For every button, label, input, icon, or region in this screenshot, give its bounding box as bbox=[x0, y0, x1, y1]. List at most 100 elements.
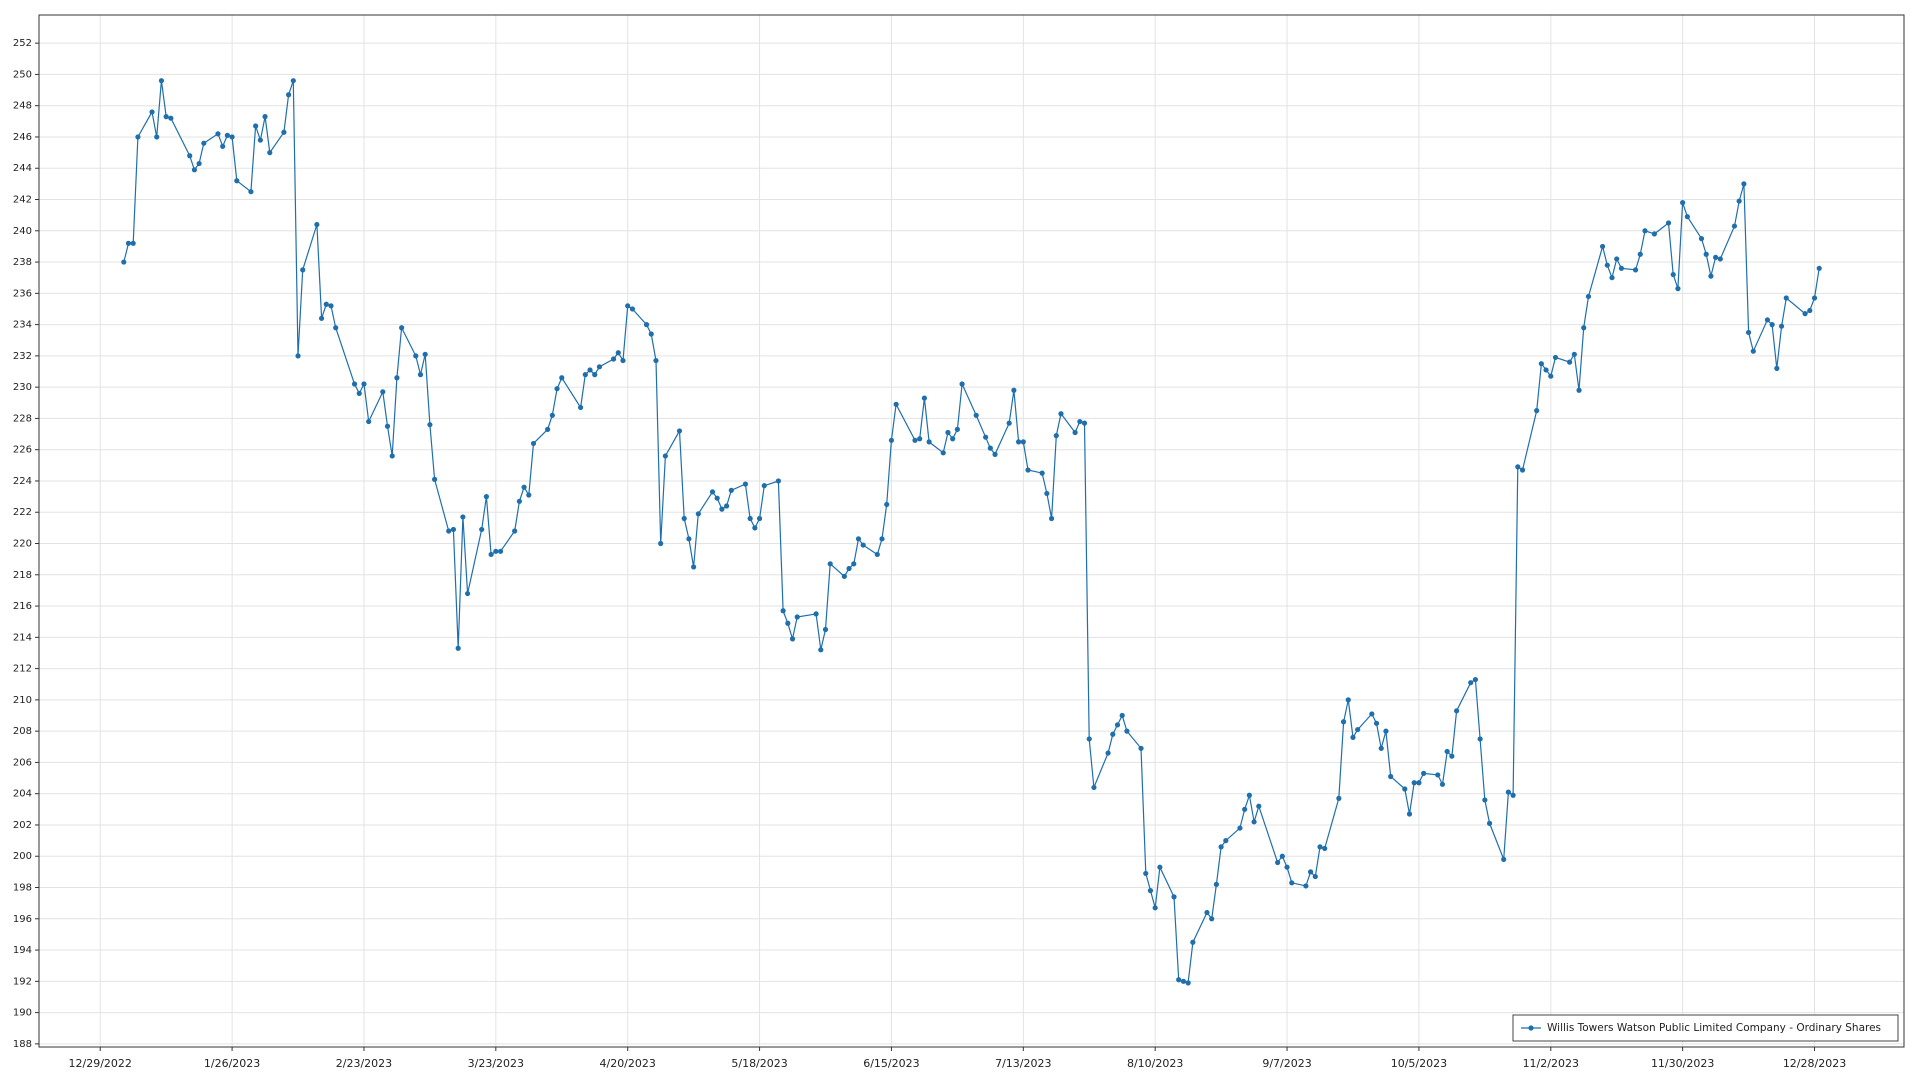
x-tick-label: 7/13/2023 bbox=[995, 1057, 1051, 1070]
data-point bbox=[389, 453, 395, 459]
data-point bbox=[1378, 745, 1384, 751]
data-point bbox=[653, 357, 659, 364]
data-point bbox=[460, 514, 466, 520]
data-point bbox=[846, 565, 852, 572]
data-point bbox=[714, 495, 720, 501]
x-tick-label: 11/2/2023 bbox=[1523, 1057, 1579, 1070]
data-point bbox=[1171, 894, 1177, 900]
data-point bbox=[643, 322, 650, 328]
y-tick-label: 208 bbox=[13, 726, 32, 737]
data-point bbox=[479, 526, 485, 533]
data-point bbox=[149, 109, 155, 115]
data-point bbox=[1209, 916, 1215, 922]
data-point bbox=[559, 375, 565, 381]
data-point bbox=[1213, 881, 1219, 887]
data-point bbox=[432, 476, 438, 482]
data-point bbox=[366, 418, 372, 425]
data-point bbox=[1552, 354, 1559, 361]
data-point bbox=[262, 114, 268, 120]
data-point bbox=[1717, 256, 1723, 262]
data-point bbox=[841, 573, 847, 579]
data-point bbox=[187, 153, 193, 159]
data-point bbox=[987, 445, 993, 451]
data-point bbox=[464, 590, 471, 597]
data-point bbox=[578, 404, 584, 411]
data-point bbox=[719, 506, 725, 512]
data-point bbox=[1670, 271, 1676, 278]
y-tick-label: 218 bbox=[13, 570, 32, 581]
data-point bbox=[1421, 770, 1427, 776]
data-point bbox=[549, 412, 555, 418]
data-point bbox=[1114, 722, 1121, 728]
data-point bbox=[234, 178, 240, 184]
data-point bbox=[1651, 231, 1657, 237]
data-point bbox=[1680, 200, 1686, 206]
data-point bbox=[884, 501, 890, 508]
data-point bbox=[417, 372, 424, 378]
data-point bbox=[1105, 750, 1111, 756]
legend-box bbox=[1512, 1014, 1899, 1042]
data-point bbox=[1477, 736, 1483, 742]
data-point bbox=[201, 140, 207, 146]
data-point bbox=[281, 129, 287, 135]
data-point bbox=[1053, 433, 1059, 439]
data-point bbox=[860, 542, 866, 548]
y-tick-label: 220 bbox=[13, 539, 32, 550]
data-point bbox=[512, 528, 518, 534]
data-point bbox=[1675, 286, 1681, 292]
data-point bbox=[1350, 734, 1356, 741]
data-point bbox=[1435, 772, 1441, 778]
data-point bbox=[1110, 731, 1116, 737]
data-point bbox=[483, 494, 490, 500]
data-point bbox=[314, 221, 320, 228]
data-point bbox=[1543, 367, 1549, 373]
data-point bbox=[789, 636, 796, 642]
data-point bbox=[1223, 838, 1229, 844]
data-point bbox=[1307, 869, 1314, 875]
legend-label: Willis Towers Watson Public Limited Comp… bbox=[1547, 1022, 1881, 1034]
y-tick-label: 198 bbox=[13, 883, 32, 894]
data-point bbox=[1571, 351, 1577, 357]
data-point bbox=[1745, 329, 1752, 336]
data-point bbox=[323, 301, 329, 307]
data-point bbox=[1242, 806, 1248, 812]
data-point bbox=[728, 487, 734, 493]
y-tick-label: 204 bbox=[13, 789, 32, 800]
data-point bbox=[1086, 736, 1092, 742]
data-point bbox=[1515, 464, 1521, 470]
data-point bbox=[1519, 467, 1526, 473]
data-point bbox=[224, 132, 230, 138]
data-point bbox=[1147, 888, 1154, 894]
data-point bbox=[1764, 317, 1771, 323]
data-point bbox=[493, 548, 499, 554]
data-point bbox=[610, 356, 617, 362]
data-point bbox=[724, 503, 730, 509]
data-point bbox=[286, 92, 292, 98]
data-point bbox=[1406, 811, 1413, 817]
data-point bbox=[1124, 728, 1130, 734]
data-point bbox=[191, 167, 198, 173]
data-point bbox=[455, 645, 461, 651]
data-point bbox=[526, 492, 532, 498]
data-point bbox=[874, 551, 880, 558]
data-point bbox=[1138, 745, 1144, 751]
data-point bbox=[658, 540, 664, 547]
data-point bbox=[1534, 408, 1540, 414]
data-point bbox=[752, 525, 758, 531]
data-point bbox=[950, 436, 956, 442]
data-point bbox=[1505, 789, 1511, 795]
x-tick-label: 6/15/2023 bbox=[863, 1057, 919, 1070]
data-point bbox=[973, 412, 979, 418]
data-point bbox=[1703, 251, 1709, 257]
data-point bbox=[1411, 780, 1417, 786]
data-point bbox=[1180, 978, 1187, 984]
data-point bbox=[855, 536, 862, 542]
data-point bbox=[384, 423, 391, 429]
data-point bbox=[380, 389, 386, 395]
data-point bbox=[756, 515, 763, 522]
data-point bbox=[229, 134, 235, 140]
data-point bbox=[399, 325, 405, 331]
data-point bbox=[1317, 844, 1323, 850]
y-tick-label: 230 bbox=[13, 382, 32, 393]
data-point bbox=[1811, 295, 1818, 301]
